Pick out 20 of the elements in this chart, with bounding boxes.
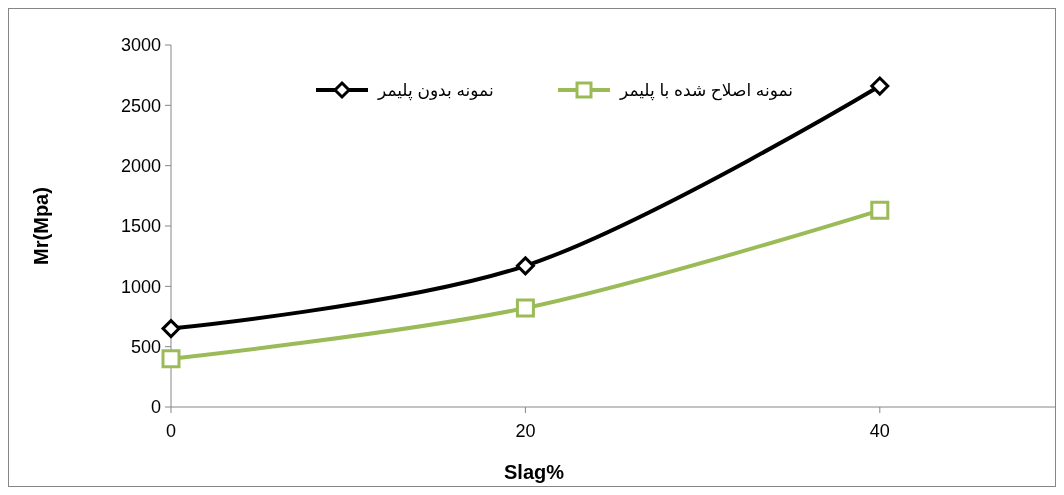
y-axis-title: Mr(Mpa) xyxy=(30,187,52,265)
y-tick-label: 3000 xyxy=(120,35,161,56)
point xyxy=(515,298,535,318)
y-tick-label: 1000 xyxy=(120,276,161,297)
y-tick-label: 2500 xyxy=(120,95,161,116)
y-tick-label: 1500 xyxy=(120,216,161,237)
point xyxy=(161,349,181,369)
y-tick-label: 2000 xyxy=(120,155,161,176)
x-axis-title: Slag% xyxy=(503,461,565,483)
x-tick-label: 0 xyxy=(165,421,177,441)
point xyxy=(870,200,890,220)
x-tick-label: 40 xyxy=(869,421,890,441)
x-tick-label: 20 xyxy=(515,421,536,441)
point xyxy=(515,256,535,276)
point xyxy=(161,319,181,339)
point xyxy=(870,76,890,96)
legend-label: نمونه بدون پلیمر xyxy=(377,80,494,101)
y-tick-label: 0 xyxy=(150,397,161,418)
legend-label: نمونه اصلاح شده با پلیمر xyxy=(619,80,794,101)
y-tick-label: 500 xyxy=(130,336,161,357)
